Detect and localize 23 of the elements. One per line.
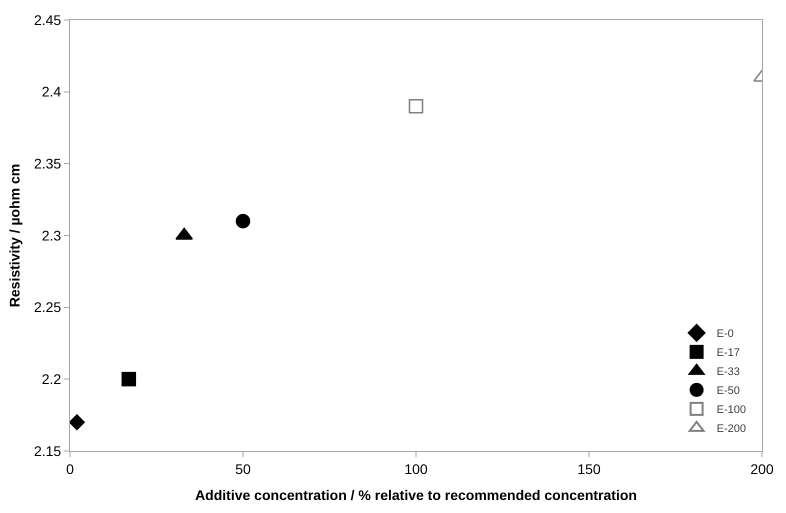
legend-label: E-33 — [716, 366, 740, 378]
y-tick-label: 2.3 — [42, 227, 62, 244]
x-tick-label: 100 — [404, 460, 428, 477]
x-tick-label: 0 — [66, 460, 74, 477]
legend-label: E-100 — [716, 404, 746, 416]
y-tick-label: 2.25 — [34, 299, 62, 316]
y-tick-label: 2.15 — [34, 442, 62, 459]
legend-label: E-50 — [716, 385, 740, 398]
x-tick-label: 50 — [235, 460, 251, 477]
y-axis-title: Resistivity / µohm cm — [6, 164, 23, 308]
point — [70, 414, 85, 430]
legend-label: E-200 — [716, 423, 746, 436]
point — [122, 372, 136, 386]
x-tick-label: 200 — [750, 460, 774, 477]
x-tick-label: 150 — [577, 460, 601, 477]
x-axis-title: Additive concentration / % relative to recommended concentration — [195, 487, 637, 504]
legend-label: E-0 — [716, 328, 734, 340]
y-tick-label: 2.35 — [34, 156, 62, 172]
y-tick-label: 2.2 — [42, 371, 62, 388]
y-tick-label: 2.4 — [42, 84, 62, 100]
y-tick-label: 2.45 — [34, 12, 62, 28]
point — [236, 214, 250, 228]
legend-label: E-17 — [716, 347, 740, 360]
